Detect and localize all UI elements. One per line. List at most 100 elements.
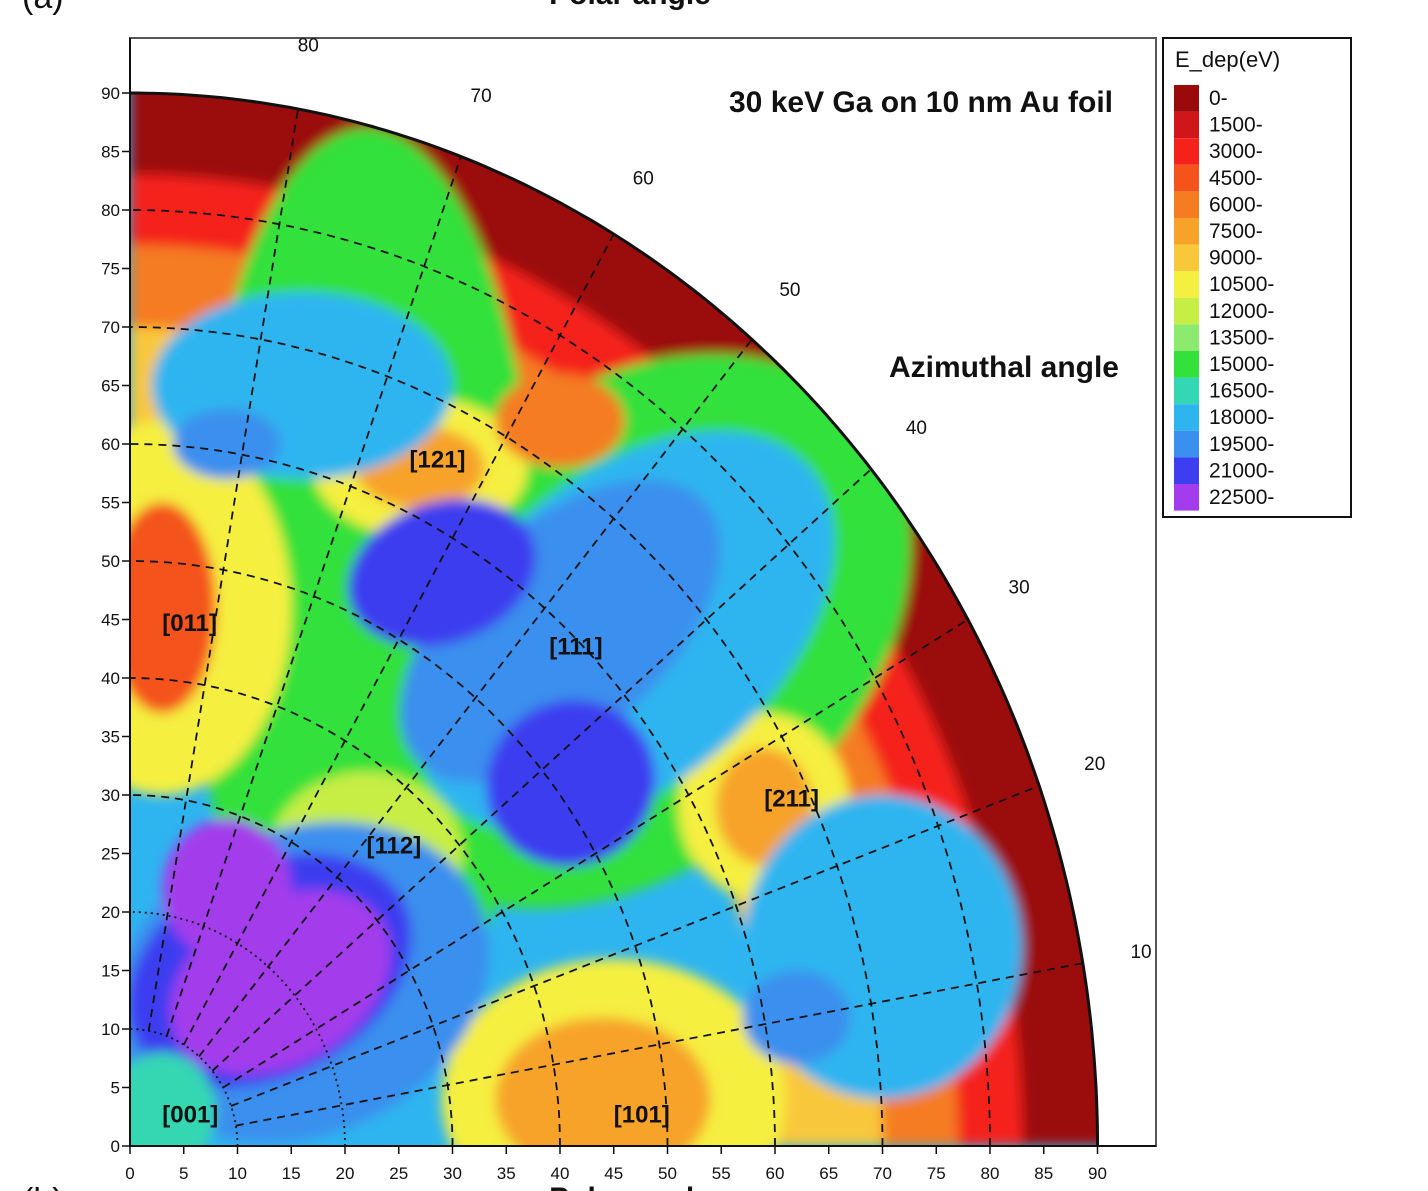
x-tick-label-15: 15 — [282, 1164, 301, 1183]
legend-swatch-15 — [1174, 484, 1199, 511]
azimuth-label-10: 10 — [1130, 942, 1151, 963]
heatmap-blobs — [130, 93, 1098, 1146]
legend-swatch-9 — [1174, 324, 1199, 351]
azimuth-axis-title: Azimuthal angle — [889, 351, 1119, 384]
x-tick-label-55: 55 — [712, 1164, 731, 1183]
y-tick-label-15: 15 — [101, 962, 120, 981]
legend-swatch-5 — [1174, 218, 1199, 245]
azimuth-line-80 — [147, 108, 299, 1031]
azimuth-label-60: 60 — [633, 168, 654, 189]
legend-swatch-4 — [1174, 191, 1199, 218]
legend-swatch-12 — [1174, 404, 1199, 431]
legend-swatch-2 — [1174, 138, 1199, 165]
azimuth-labels: 10 20 30 40 50 60 70 80 — [298, 36, 1152, 963]
legend-label-8: 12000- — [1209, 300, 1274, 323]
legend-label-7: 10500- — [1209, 273, 1274, 296]
legend-label-9: 13500- — [1209, 326, 1274, 349]
x-tick-label-40: 40 — [551, 1164, 570, 1183]
heat-dark-blue-111a — [347, 498, 536, 647]
polar-circle-80 — [129, 209, 991, 1147]
polar-circle-60 — [129, 443, 776, 1147]
heat-dark-blue-upper-left — [173, 408, 281, 480]
y-tick-label-20: 20 — [101, 903, 120, 922]
y-tick-label-60: 60 — [101, 435, 120, 454]
x-tick-label-30: 30 — [443, 1164, 462, 1183]
heatmap — [130, 93, 1098, 1146]
annotation-121: [121] — [410, 446, 466, 473]
y-tick-label-50: 50 — [101, 552, 120, 571]
y-tick-label-30: 30 — [101, 786, 120, 805]
legend-swatch-6 — [1174, 244, 1199, 272]
legend-swatch-10 — [1174, 351, 1199, 378]
azimuth-label-40: 40 — [906, 418, 927, 439]
annotation-112: [112] — [367, 833, 422, 860]
legend-items: 0- 1500- 3000- 4500- 6000- 7500- 9000- 10500- 12… — [1174, 85, 1274, 511]
y-tick-label-5: 5 — [111, 1079, 120, 1098]
legend-label-0: 0- — [1209, 87, 1228, 110]
y-tick-label-45: 45 — [101, 611, 120, 630]
x-tick-label-50: 50 — [658, 1164, 677, 1183]
y-tick-label-10: 10 — [101, 1020, 120, 1039]
azimuth-line-30 — [222, 618, 969, 1089]
y-tick-label-25: 25 — [101, 845, 120, 864]
legend-swatch-11 — [1174, 377, 1199, 405]
legend-swatch-13 — [1174, 430, 1199, 458]
x-tick-label-20: 20 — [336, 1164, 355, 1183]
heat-cyan-001 — [130, 1052, 216, 1146]
azimuth-label-20: 20 — [1084, 754, 1105, 775]
axes: 0 5 10 15 20 25 30 35 40 45 50 55 60 65 70 75 80 85 90 0 5 10… — [101, 38, 1156, 1183]
azimuth-line-50 — [198, 338, 753, 1057]
legend-label-5: 7500- — [1209, 220, 1263, 243]
legend-label-1: 1500- — [1209, 114, 1263, 137]
azimuth-label-50: 50 — [779, 280, 800, 301]
heat-blue-111-inner — [399, 479, 721, 783]
polar-circle-40 — [129, 677, 561, 1147]
annotation-211: [211] — [764, 786, 819, 813]
polar-circle-50 — [129, 560, 669, 1147]
legend-swatch-0 — [1174, 85, 1199, 112]
x-tick-label-25: 25 — [389, 1164, 408, 1183]
x-tick-label-75: 75 — [927, 1164, 946, 1183]
x-tick-label-0: 0 — [125, 1164, 134, 1183]
y-tick-label-40: 40 — [101, 669, 120, 688]
azimuth-label-80: 80 — [298, 36, 319, 57]
azimuth-label-70: 70 — [471, 86, 492, 107]
x-tick-label-60: 60 — [766, 1164, 785, 1183]
annotations: [001] [101] [011] [111] [112] [121] [211] — [162, 446, 819, 1128]
y-tick-label-65: 65 — [101, 377, 120, 396]
heat-orange-011 — [130, 502, 216, 714]
x-tick-label-5: 5 — [179, 1164, 188, 1183]
legend-swatch-8 — [1174, 297, 1199, 325]
x-tick-label-45: 45 — [604, 1164, 623, 1183]
y-tick-label-55: 55 — [101, 494, 120, 513]
x-tick-label-10: 10 — [228, 1164, 247, 1183]
y-tick-label-90: 90 — [101, 84, 120, 103]
panel-label-b: (b) — [22, 1182, 64, 1191]
annotation-001: [001] — [162, 1102, 218, 1129]
legend-swatch-14 — [1174, 457, 1199, 484]
legend-label-12: 18000- — [1209, 406, 1274, 429]
y-tick-label-70: 70 — [101, 318, 120, 337]
azimuth-label-30: 30 — [1009, 577, 1030, 598]
heat-orange-101 — [495, 1017, 711, 1146]
outer-boundary-arc — [130, 91, 1099, 1146]
polar-grid — [129, 108, 1083, 1147]
legend-label-2: 3000- — [1209, 140, 1263, 163]
x-tick-label-65: 65 — [819, 1164, 838, 1183]
legend-label-6: 9000- — [1209, 247, 1263, 270]
x-tick-label-35: 35 — [497, 1164, 516, 1183]
azimuth-line-70 — [165, 156, 462, 1037]
legend-label-11: 16500- — [1209, 380, 1274, 403]
annotation-111: [111] — [549, 634, 602, 661]
legend-title: E_dep(eV) — [1175, 47, 1280, 72]
y-tick-label-75: 75 — [101, 260, 120, 279]
annotation-011: [011] — [162, 610, 217, 637]
azimuth-line-40 — [211, 468, 872, 1072]
legend-label-13: 19500- — [1209, 433, 1274, 456]
polar-circle-70 — [129, 326, 884, 1147]
top-axis-title: Polar angle — [549, 0, 711, 11]
y-tick-label-0: 0 — [111, 1137, 120, 1156]
bottom-axis-title: Polar angle — [549, 1182, 711, 1191]
chart-title: 30 keV Ga on 10 nm Au foil — [729, 86, 1113, 119]
